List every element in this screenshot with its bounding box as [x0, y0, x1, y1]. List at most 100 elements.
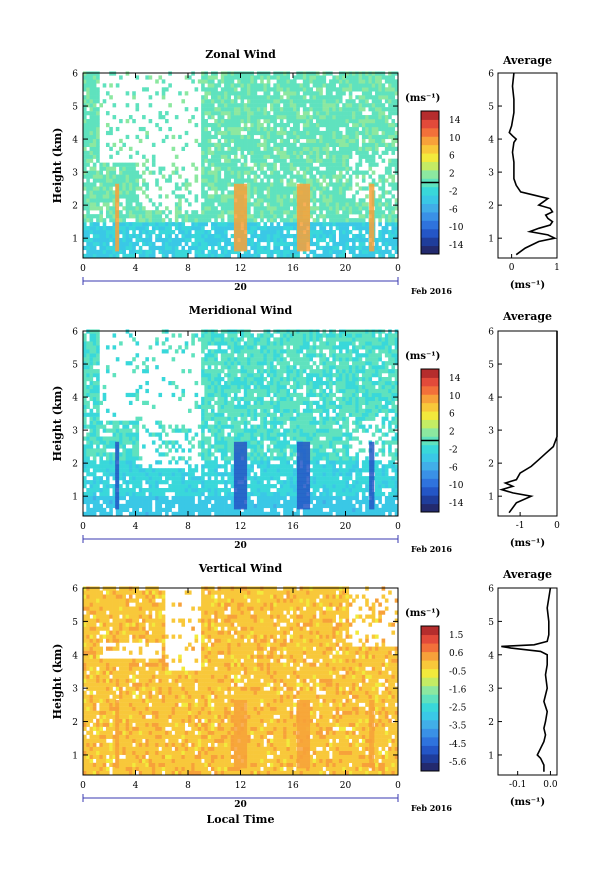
heatmap-cell — [201, 150, 205, 155]
heatmap-cell — [270, 218, 274, 223]
heatmap-cell — [375, 162, 379, 167]
heatmap-cell — [391, 107, 396, 112]
heatmap-cell — [207, 400, 212, 405]
heatmap-cell — [371, 103, 376, 108]
heatmap-cell — [338, 253, 343, 258]
heatmap-cell — [102, 511, 107, 516]
heatmap-cell — [233, 361, 238, 366]
heatmap-cell — [391, 158, 396, 163]
heatmap-cell — [384, 91, 389, 96]
heatmap-cell — [92, 162, 97, 167]
heatmap-cell — [201, 436, 205, 441]
heatmap-cell — [355, 130, 359, 136]
heatmap-cell — [161, 210, 166, 215]
heatmap-cell — [92, 392, 97, 398]
heatmap-cell — [384, 130, 389, 136]
heatmap-cell — [250, 424, 254, 429]
heatmap-cell — [243, 87, 248, 92]
heatmap-cell — [102, 507, 107, 513]
heatmap-cell — [119, 464, 123, 469]
heatmap-cell — [181, 511, 186, 516]
heatmap-cell — [220, 122, 225, 128]
heatmap-cell — [270, 491, 274, 497]
heatmap-cell — [83, 198, 87, 203]
heatmap-cell — [253, 214, 258, 219]
heatmap-cell — [148, 253, 153, 258]
heatmap-cell — [381, 122, 386, 128]
heatmap-cell — [286, 107, 291, 112]
heatmap-cell — [105, 178, 110, 183]
heatmap-cell — [142, 190, 146, 195]
heatmap-cell — [276, 186, 281, 191]
heatmap-cell — [286, 130, 291, 136]
heatmap-cell — [270, 95, 274, 100]
heatmap-cell — [375, 134, 379, 140]
heatmap-cell — [233, 239, 248, 244]
heatmap-cell — [142, 499, 146, 505]
heatmap-cell — [306, 122, 310, 128]
heatmap-cell — [296, 183, 311, 188]
heatmap-cell — [119, 222, 123, 227]
heatmap-cell — [253, 484, 258, 489]
heatmap-cell — [250, 484, 254, 489]
heatmap-cell — [391, 103, 396, 108]
heatmap-cell — [112, 476, 117, 481]
heatmap-cell — [181, 237, 186, 243]
heatmap-cell — [260, 495, 264, 501]
heatmap-cell — [201, 162, 205, 167]
heatmap-cell — [105, 468, 110, 473]
heatmap-cell — [220, 198, 225, 203]
heatmap-cell — [204, 361, 209, 366]
heatmap-cell — [243, 361, 248, 366]
heatmap-cell — [233, 146, 238, 151]
heatmap-cell — [168, 237, 172, 243]
heatmap-cell — [250, 488, 254, 493]
heatmap-cell — [148, 245, 153, 251]
heatmap-cell — [220, 115, 225, 120]
heatmap-cell — [224, 170, 228, 175]
heatmap-cell — [224, 349, 228, 354]
heatmap-cell — [273, 115, 277, 120]
heatmap-cell — [214, 111, 218, 116]
heatmap-cell — [217, 416, 222, 421]
heatmap-cell — [145, 400, 149, 405]
heatmap-cell — [355, 111, 359, 116]
heatmap-cell — [83, 226, 87, 231]
heatmap-cell — [315, 206, 320, 211]
heatmap-cell — [263, 126, 268, 132]
heatmap-cell — [345, 119, 350, 124]
heatmap-cell — [224, 444, 228, 449]
heatmap-cell — [270, 174, 274, 179]
heatmap-cell — [260, 166, 264, 171]
heatmap-cell — [115, 428, 120, 433]
heatmap-cell — [361, 198, 366, 203]
heatmap-cell — [125, 71, 130, 76]
heatmap-cell — [184, 107, 189, 112]
heatmap-cell — [204, 71, 209, 76]
heatmap-cell — [299, 134, 304, 140]
heatmap-cell — [368, 174, 373, 179]
heatmap-cell — [309, 130, 314, 136]
heatmap-cell — [89, 230, 94, 235]
heatmap-cell — [296, 83, 300, 88]
heatmap-cell — [260, 361, 264, 366]
heatmap-cell — [158, 249, 163, 255]
heatmap-cell — [145, 194, 149, 199]
heatmap-cell — [270, 222, 274, 227]
heatmap-cell — [214, 468, 218, 473]
heatmap-cell — [312, 194, 317, 199]
heatmap-cell — [89, 361, 94, 366]
heatmap-cell — [227, 480, 231, 485]
heatmap-cell — [263, 495, 268, 501]
heatmap-cell — [309, 162, 314, 167]
heatmap-cell — [361, 79, 366, 84]
heatmap-cell — [371, 119, 376, 124]
heatmap-cell — [122, 230, 126, 235]
heatmap-cell — [289, 111, 294, 116]
heatmap-cell — [329, 182, 333, 187]
heatmap-cell — [293, 138, 297, 144]
heatmap-cell — [89, 83, 94, 88]
heatmap-cell — [293, 107, 297, 112]
heatmap-cell — [250, 369, 254, 374]
heatmap-cell — [233, 134, 238, 140]
